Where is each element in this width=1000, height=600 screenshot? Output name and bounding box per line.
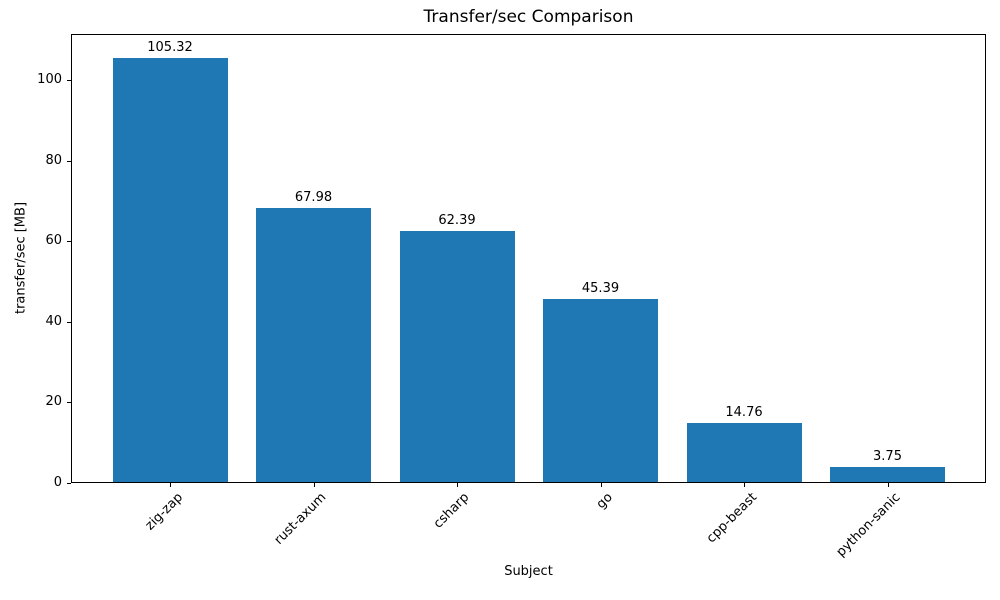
- x-tick-label-cpp-beast: cpp-beast: [703, 490, 760, 547]
- x-tick-mark: [170, 483, 171, 487]
- x-tick-mark: [457, 483, 458, 487]
- bar-python-sanic: [830, 466, 945, 482]
- y-tick-label: 0: [53, 475, 62, 490]
- y-tick-mark: [67, 483, 71, 484]
- x-axis-label: Subject: [504, 564, 553, 579]
- bar-zig-zap: [112, 57, 228, 482]
- x-tick-mark: [744, 483, 745, 487]
- x-tick-label-csharp: csharp: [431, 490, 473, 532]
- y-tick-mark: [67, 402, 71, 404]
- bar-value-label: 67.98: [294, 190, 333, 205]
- x-tick-mark: [887, 483, 889, 487]
- bar-value-label: 14.76: [725, 404, 763, 420]
- bar-go: [543, 299, 658, 482]
- y-tick-label: 20: [45, 394, 62, 410]
- bar-csharp: [399, 230, 515, 482]
- bar-rust-axum: [256, 208, 371, 482]
- y-tick-label: 100: [37, 71, 62, 87]
- x-tick-label-go: go: [594, 490, 617, 513]
- x-tick-label-python-sanic: python-sanic: [833, 490, 904, 560]
- x-tick-label-rust-axum: rust-axum: [271, 490, 330, 548]
- bar-cpp-beast: [686, 422, 802, 482]
- bar-value-label: 45.39: [581, 281, 620, 297]
- y-tick-label: 60: [45, 233, 62, 249]
- bar-value-label: 62.39: [438, 212, 476, 228]
- y-tick-mark: [67, 241, 71, 243]
- y-tick-label: 80: [45, 152, 62, 168]
- y-tick-mark: [67, 160, 71, 162]
- bar-value-label: 3.75: [873, 448, 902, 464]
- x-tick-label-zig-zap: zig-zap: [142, 490, 186, 534]
- y-tick-label: 40: [45, 313, 62, 329]
- plot-area: 105.32 67.98 62.39 45.39 14.76 3.75: [71, 34, 986, 483]
- y-tick-mark: [67, 321, 71, 323]
- chart-title: Transfer/sec Comparison: [423, 7, 634, 27]
- y-axis-label: transfer/sec [MB]: [13, 201, 29, 315]
- bar-value-label: 105.32: [147, 39, 193, 55]
- x-tick-mark: [600, 483, 602, 487]
- x-tick-mark: [313, 483, 315, 487]
- y-tick-mark: [67, 79, 71, 81]
